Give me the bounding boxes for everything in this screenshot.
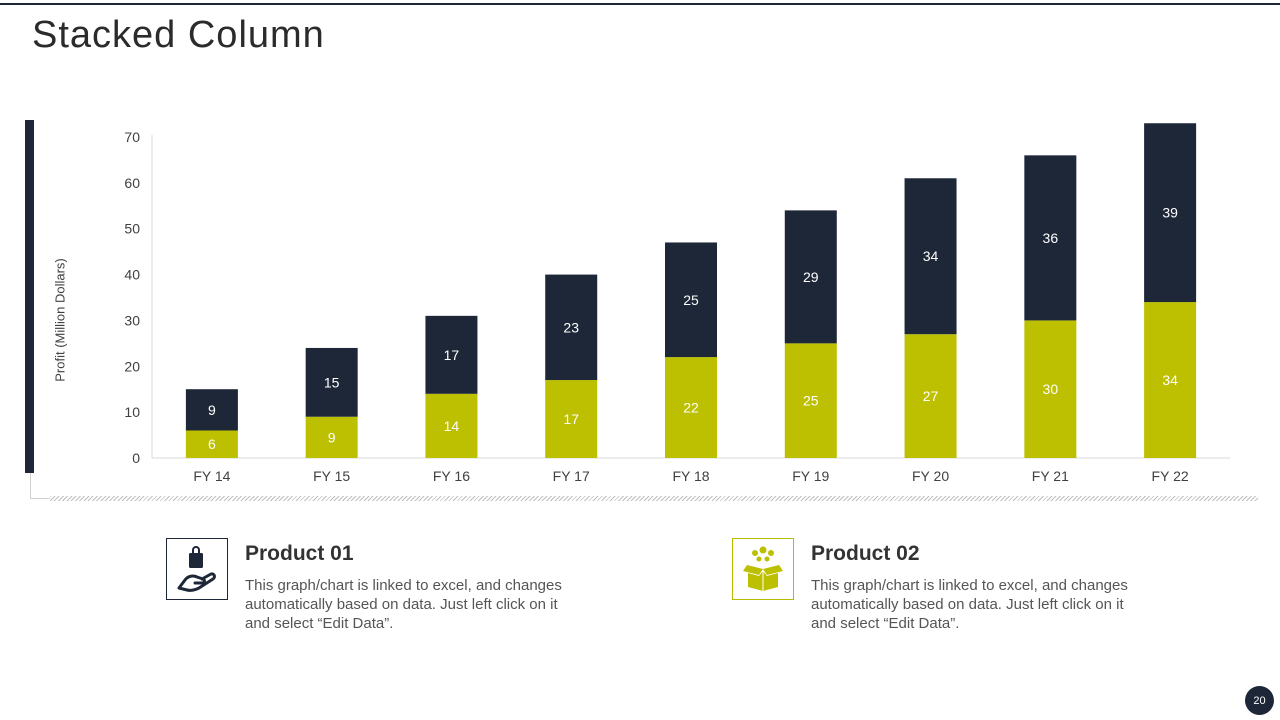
y-tick-label: 10 (124, 404, 140, 420)
y-tick-label: 0 (132, 450, 140, 466)
bar-product-02 (185, 389, 238, 431)
data-label: 25 (803, 393, 819, 409)
bar-product-02 (904, 178, 957, 335)
bar-product-01 (784, 343, 837, 458)
data-label: 25 (683, 292, 699, 308)
y-tick-label: 60 (124, 175, 140, 191)
data-label: 22 (683, 400, 699, 416)
data-label: 34 (923, 248, 939, 264)
y-tick-label: 40 (124, 267, 140, 283)
product-01-title: Product 01 (245, 542, 354, 565)
x-tick-label: FY 18 (672, 468, 709, 484)
data-label: 17 (444, 347, 460, 363)
product-02-title: Product 02 (811, 542, 920, 565)
x-tick-label: FY 20 (912, 468, 949, 484)
data-label: 9 (208, 402, 216, 418)
bar-product-02 (784, 210, 837, 344)
slide-title: Stacked Column (32, 14, 325, 56)
data-label: 27 (923, 388, 939, 404)
data-label: 34 (1162, 372, 1178, 388)
bar-product-02 (305, 347, 358, 417)
bar-product-02 (665, 242, 717, 358)
x-tick-label: FY 22 (1152, 468, 1189, 484)
data-label: 23 (563, 319, 579, 335)
data-label: 29 (803, 269, 819, 285)
bar-product-02 (1144, 123, 1197, 303)
x-tick-label: FY 17 (553, 468, 590, 484)
x-tick-label: FY 16 (433, 468, 470, 484)
y-tick-label: 70 (124, 129, 140, 145)
data-label: 14 (444, 418, 460, 434)
data-label: 15 (324, 374, 340, 390)
bar-product-01 (665, 357, 717, 458)
frame-bracket-horizontal (30, 498, 50, 499)
bar-product-02 (1024, 155, 1077, 321)
y-tick-label: 30 (124, 312, 140, 328)
open-box-icon (732, 538, 794, 600)
x-tick-label: FY 15 (313, 468, 350, 484)
bar-product-02 (425, 315, 478, 394)
bar-product-01 (185, 430, 238, 458)
bar-product-02 (545, 274, 598, 381)
left-accent-bar (25, 120, 34, 473)
data-label: 6 (208, 436, 216, 452)
data-label: 9 (328, 429, 336, 445)
frame-bracket-vertical (30, 473, 31, 499)
product-02-description: This graph/chart is linked to excel, and… (811, 577, 1128, 632)
bar-product-01 (425, 393, 478, 458)
top-rule (0, 3, 1280, 5)
bar-product-01 (545, 380, 598, 458)
x-tick-label: FY 19 (792, 468, 829, 484)
x-tick-label: FY 21 (1032, 468, 1069, 484)
data-label: 30 (1043, 381, 1059, 397)
data-label: 36 (1043, 230, 1059, 246)
data-label: 39 (1162, 205, 1178, 221)
hand-holding-bag-icon (166, 538, 228, 600)
page-number-badge: 20 (1245, 686, 1274, 715)
bar-product-01 (904, 334, 957, 458)
bar-product-01 (305, 416, 358, 458)
hatched-divider (50, 496, 1258, 501)
bar-product-01 (1024, 320, 1077, 458)
y-tick-label: 20 (124, 358, 140, 374)
x-tick-label: FY 14 (193, 468, 230, 484)
product-01-description: This graph/chart is linked to excel, and… (245, 577, 562, 632)
bar-product-01 (1144, 302, 1197, 458)
data-label: 17 (563, 411, 579, 427)
y-tick-label: 50 (124, 221, 140, 237)
